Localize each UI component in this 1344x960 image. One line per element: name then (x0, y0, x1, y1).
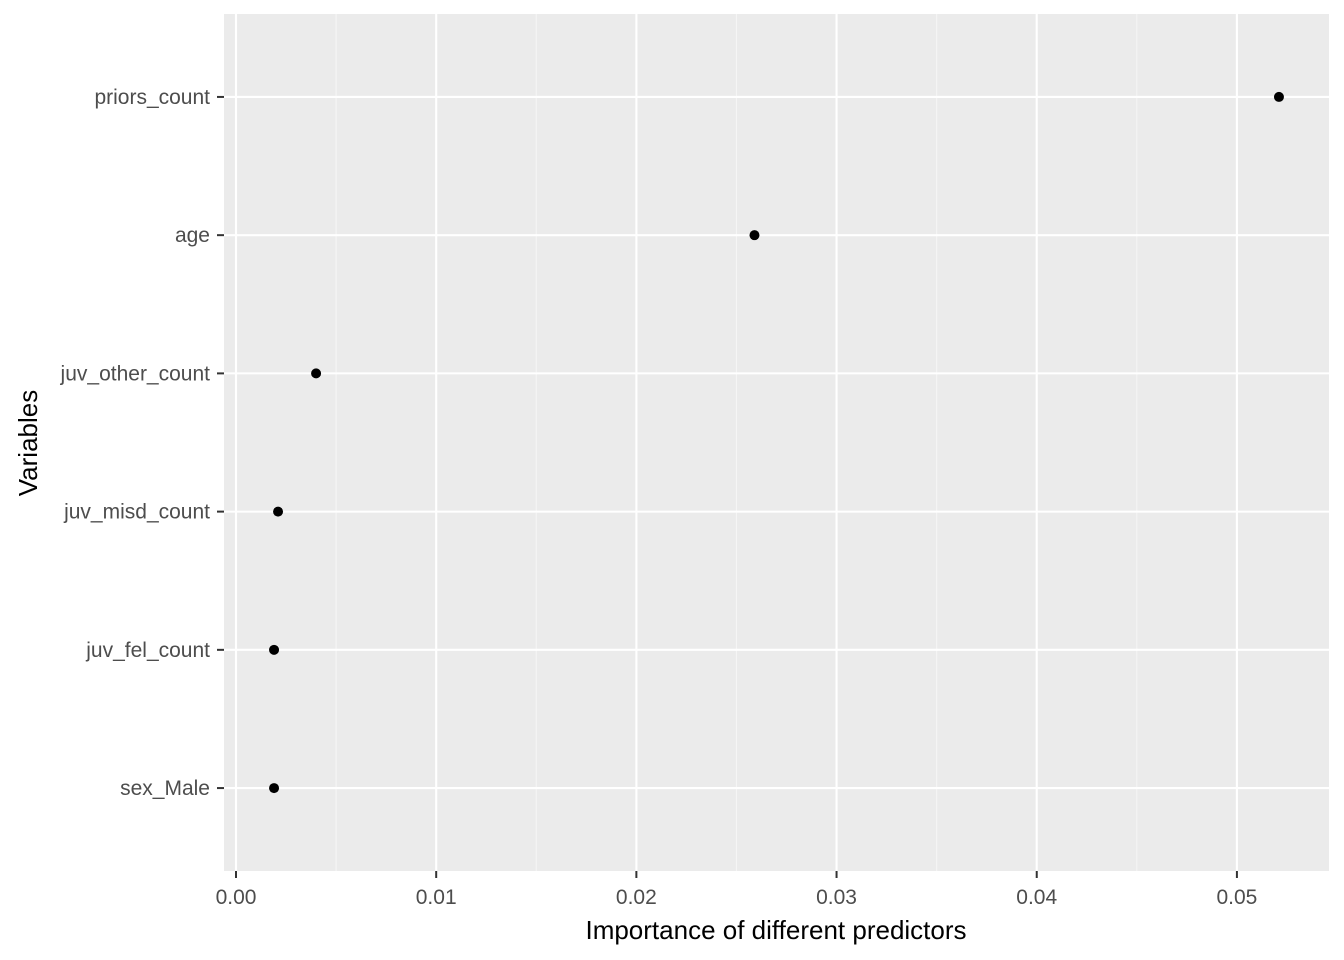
x-axis-title: Importance of different predictors (585, 915, 966, 945)
x-tick-label: 0.04 (1016, 886, 1057, 909)
y-tick-label: age (175, 224, 210, 247)
data-point (1273, 91, 1284, 102)
x-tick-label: 0.00 (216, 886, 257, 909)
y-tick-label: juv_other_count (60, 362, 211, 385)
major-gridlines (224, 14, 1329, 871)
minor-gridlines (335, 14, 1138, 871)
x-tick-label: 0.01 (416, 886, 457, 909)
y-tick-label: priors_count (94, 86, 210, 109)
y-axis-title: Variables (13, 390, 43, 496)
data-points (269, 91, 1284, 794)
plot-panel (224, 14, 1329, 871)
y-tick-label: sex_Male (120, 777, 210, 800)
x-axis-ticks: 0.00 0.01 0.02 0.03 0.04 0.05 (216, 871, 1257, 909)
data-point (311, 368, 322, 379)
data-point (749, 230, 760, 241)
x-tick-label: 0.03 (816, 886, 857, 909)
data-point (269, 783, 280, 794)
x-tick-label: 0.02 (616, 886, 657, 909)
y-tick-label: juv_misd_count (63, 501, 210, 524)
data-point (269, 644, 280, 655)
data-point (273, 506, 284, 517)
x-tick-label: 0.05 (1216, 886, 1257, 909)
y-tick-label: juv_fel_count (85, 639, 210, 662)
